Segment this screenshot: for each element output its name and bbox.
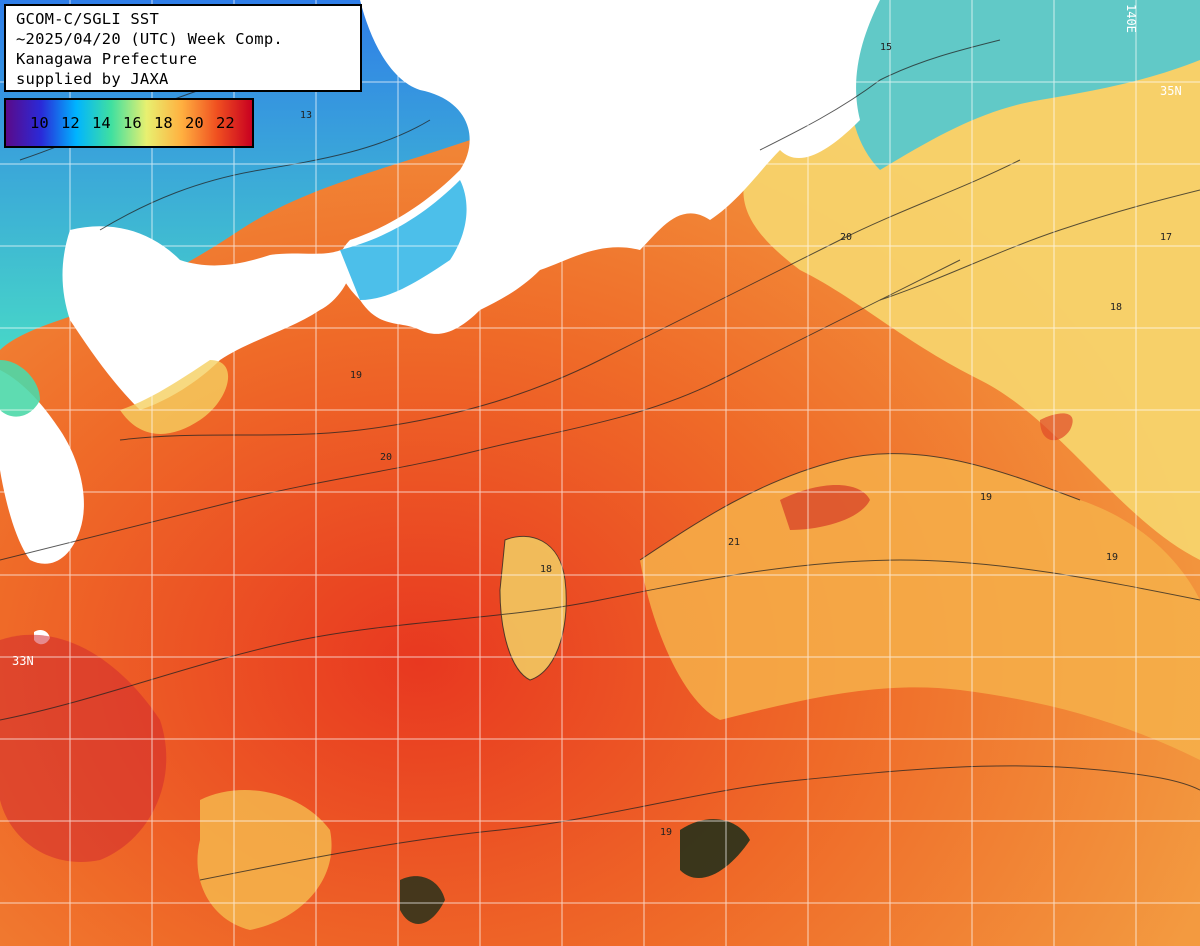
legend-label: 14 <box>92 114 111 132</box>
legend-label: 10 <box>30 114 49 132</box>
composite-date: ~2025/04/20 (UTC) Week Comp. <box>16 30 283 48</box>
land-shikoku <box>62 226 353 410</box>
yellow-band-mid <box>640 453 1200 760</box>
legend-label: 18 <box>154 114 173 132</box>
contour-label: 15 <box>880 42 892 53</box>
lon-label-138e: 138E <box>486 4 500 33</box>
island-cluster-south <box>680 819 750 879</box>
product-title: GCOM-C/SGLI SST <box>16 10 159 28</box>
legend-label: 12 <box>61 114 80 132</box>
land-honshu <box>339 0 881 334</box>
contour-label: 20 <box>840 232 852 243</box>
contour-label: 19 <box>660 827 672 838</box>
contour-label: 19 <box>350 370 362 381</box>
temperature-legend: 10 12 14 16 18 20 22 <box>4 98 254 148</box>
cool-water-northeast <box>850 0 1200 170</box>
info-box: GCOM-C/SGLI SST ~2025/04/20 (UTC) Week C… <box>4 4 362 92</box>
contour-label: 19 <box>1106 552 1118 563</box>
region-name: Kanagawa Prefecture <box>16 50 198 68</box>
contour-label: 18 <box>1110 302 1122 313</box>
credit-line: supplied by JAXA <box>16 70 169 88</box>
contour-label: 18 <box>540 564 552 575</box>
warm-pocket-southwest <box>0 634 167 862</box>
legend-label: 20 <box>185 114 204 132</box>
contour-label: 13 <box>300 110 312 121</box>
cool-eddy <box>500 536 567 680</box>
contour-label: 20 <box>380 452 392 463</box>
legend-labels: 10 12 14 16 18 20 22 <box>30 114 247 132</box>
legend-label: 16 <box>123 114 142 132</box>
legend-label: 22 <box>216 114 235 132</box>
contour-label: 21 <box>728 537 740 548</box>
lat-label-35n: 35N <box>1160 84 1182 98</box>
land-kyushu <box>0 370 84 564</box>
lon-label-140e: 140E <box>1124 4 1138 33</box>
land-small-island <box>470 162 500 186</box>
contour-label: 19 <box>980 492 992 503</box>
contour-label: 17 <box>1160 232 1172 243</box>
lat-label-33n: 33N <box>12 654 34 668</box>
